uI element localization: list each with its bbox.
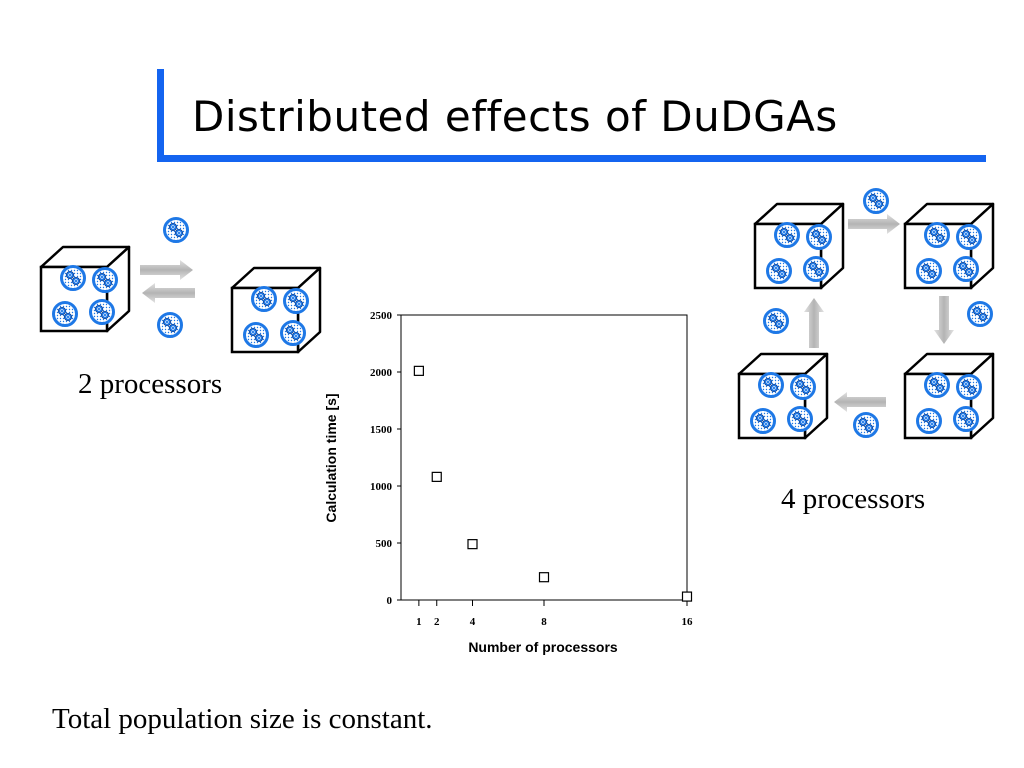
arrow-left-icon — [834, 392, 886, 412]
x-axis-label: Number of processors — [468, 639, 618, 655]
title-accent-horizontal — [157, 155, 986, 162]
data-point — [413, 365, 424, 376]
arrow-right-icon — [140, 260, 193, 280]
migrant-individual — [163, 217, 189, 243]
arrow-right-icon — [848, 214, 900, 234]
data-point — [681, 591, 693, 602]
y-tick-label: 2000 — [370, 367, 393, 379]
x-tick-label: 4 — [470, 616, 476, 628]
two-processors-label: 2 processors — [78, 368, 223, 400]
footer-note: Total population size is constant. — [52, 703, 433, 735]
cube-proc-4c — [739, 354, 827, 438]
migrant-individual — [157, 312, 183, 338]
arrow-down-icon — [934, 296, 954, 344]
y-axis-label: Calculation time [s] — [323, 393, 339, 522]
x-tick-label: 1 — [416, 616, 422, 628]
data-point — [538, 572, 550, 583]
page-title: Distributed effects of DuDGAs — [192, 92, 838, 141]
y-tick-label: 2500 — [370, 310, 393, 322]
cube-proc-4b — [905, 204, 993, 288]
cube-proc-2a — [41, 247, 129, 331]
migrant-individual — [863, 188, 889, 214]
migrant-individual — [763, 308, 789, 334]
plot-frame — [400, 314, 688, 601]
cube-proc-4a — [755, 204, 843, 288]
arrow-up-icon — [804, 298, 824, 348]
migrant-individual — [853, 412, 879, 438]
y-tick-label: 0 — [387, 595, 393, 607]
x-tick-label: 2 — [434, 616, 440, 628]
data-point — [431, 471, 442, 482]
arrow-left-icon — [142, 283, 195, 303]
title-accent-vertical — [157, 69, 164, 162]
four-processors-label: 4 processors — [781, 483, 926, 515]
data-point — [467, 539, 478, 550]
scatter-chart: 0 500 1000 1500 2000 2500 1 2 4 8 16 Number of pr… — [323, 310, 693, 655]
cube-proc-2b — [232, 268, 320, 352]
migrant-individual — [967, 301, 993, 327]
y-tick-label: 1000 — [370, 481, 393, 493]
y-tick-label: 500 — [376, 538, 393, 550]
x-tick-label: 8 — [541, 616, 547, 628]
y-tick-label: 1500 — [370, 424, 393, 436]
x-tick-label: 16 — [682, 616, 694, 628]
cube-proc-4d — [905, 354, 993, 438]
